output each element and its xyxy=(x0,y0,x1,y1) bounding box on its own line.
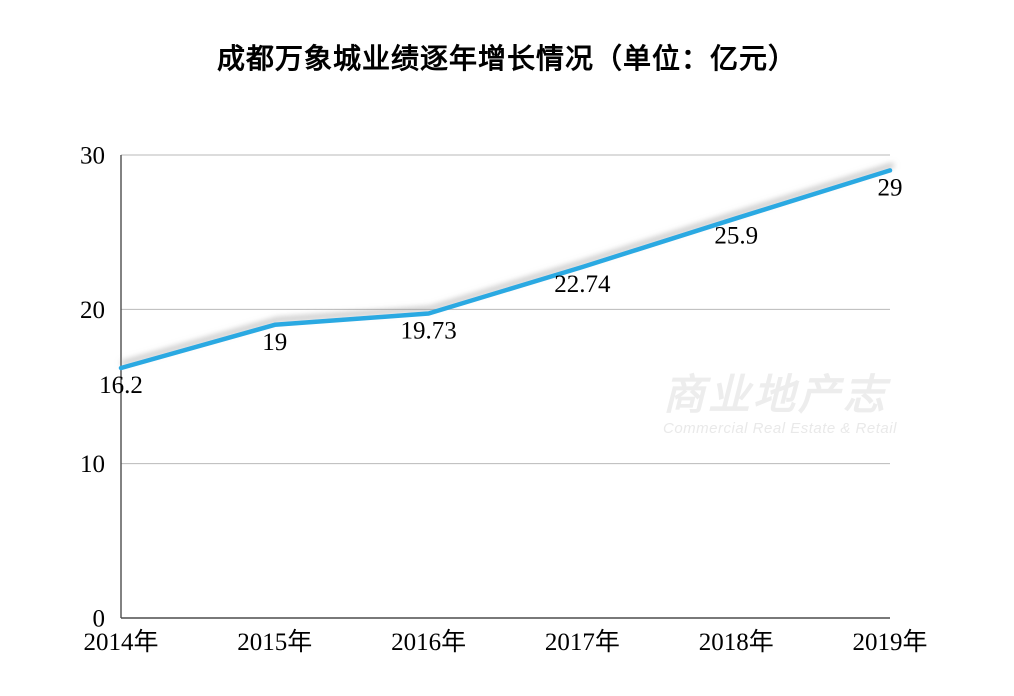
y-tick-label: 10 xyxy=(80,451,105,478)
x-tick-label: 2016年 xyxy=(391,628,466,656)
y-tick-label: 30 xyxy=(80,143,105,170)
y-tick-label: 20 xyxy=(80,297,105,324)
x-tick-label: 2017年 xyxy=(545,628,620,656)
x-tick-label: 2019年 xyxy=(852,628,927,656)
gridlines-group xyxy=(121,154,890,465)
x-tick-label: 2018年 xyxy=(699,628,774,656)
series-group xyxy=(118,168,893,371)
data-label: 19 xyxy=(262,329,287,356)
chart-title: 成都万象城业绩逐年增长情况（单位：亿元） xyxy=(216,43,797,74)
axes-group xyxy=(120,155,890,619)
labels-group: 0 10 20 30 2014年 2015年 2016年 2017年 2018年 2019年 16.… xyxy=(80,143,928,657)
data-label: 19.73 xyxy=(400,318,456,345)
x-tick-label: 2014年 xyxy=(83,628,158,656)
data-label: 16.2 xyxy=(99,372,143,399)
data-label: 29 xyxy=(878,174,903,201)
y-tick-label: 0 xyxy=(93,606,106,633)
x-tick-label: 2015年 xyxy=(237,628,312,656)
data-label: 25.9 xyxy=(714,222,758,249)
series-line xyxy=(118,168,893,371)
data-label: 22.74 xyxy=(554,271,611,298)
